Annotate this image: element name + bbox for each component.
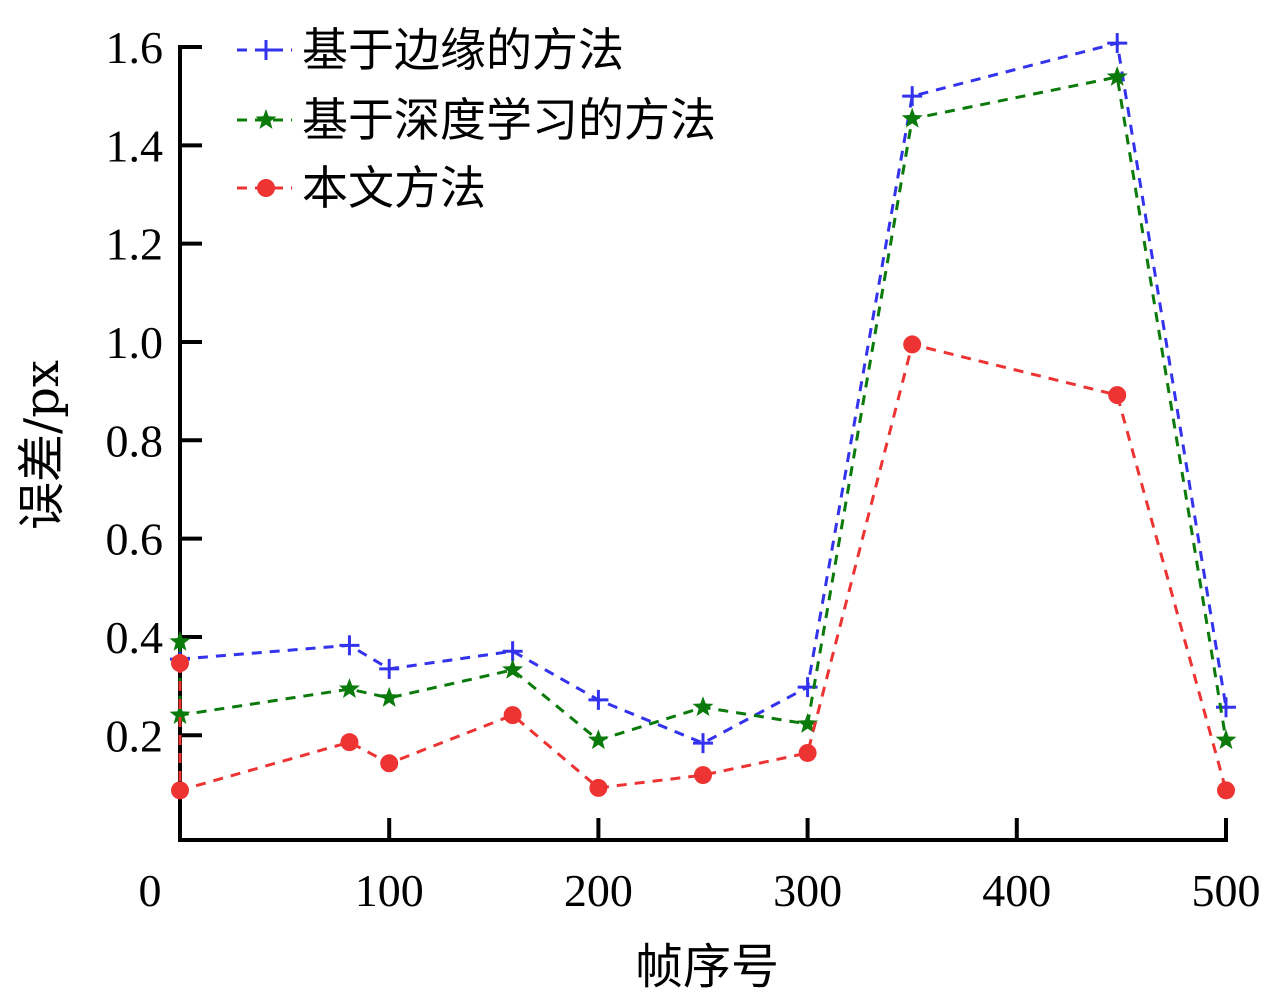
legend-entry: 基于边缘的方法 (237, 23, 624, 77)
series-3 (171, 335, 1235, 800)
data-point-star (587, 729, 609, 750)
y-tick-label: 1.0 (106, 317, 164, 368)
x-tick-label: 0 (139, 865, 162, 916)
y-tick-label: 0.2 (106, 710, 164, 761)
series-2 (169, 65, 1237, 750)
legend-label: 基于边缘的方法 (302, 23, 624, 77)
series-line (178, 342, 1228, 793)
data-point-plus (502, 641, 523, 662)
data-point-star (169, 704, 191, 725)
x-tick-label: 200 (564, 865, 633, 916)
data-point-circle (589, 778, 608, 797)
y-tick-label: 0.8 (106, 415, 164, 466)
data-point-circle (694, 766, 712, 785)
y-axis-label: 误差/px (14, 360, 70, 530)
y-tick-label: 0.4 (106, 612, 164, 663)
legend-marker-star (255, 109, 277, 129)
legend-entry: 本文方法 (237, 161, 486, 215)
legend-entry: 基于深度学习的方法 (237, 93, 716, 147)
data-point-plus (1216, 697, 1236, 718)
series-line (179, 41, 1228, 745)
legend-marker-circle (257, 179, 275, 197)
y-tick-label: 0.6 (106, 514, 164, 565)
data-point-star (692, 696, 714, 717)
series-1 (170, 33, 1236, 754)
series-layer (169, 33, 1237, 800)
data-point-circle (340, 733, 359, 752)
data-point-plus (693, 733, 713, 754)
data-point-star (1215, 729, 1237, 750)
x-axis-label: 帧序号 (635, 939, 779, 995)
data-point-circle (1108, 386, 1127, 405)
y-tick-label: 1.6 (106, 22, 164, 73)
data-point-circle (903, 335, 922, 354)
x-ticks: 0 100 200 300 400 500 (139, 818, 1261, 916)
data-point-circle (171, 781, 189, 800)
y-tick-label: 1.2 (106, 219, 164, 270)
data-point-star (1106, 65, 1128, 86)
data-point-plus (379, 658, 400, 679)
axes: 0.2 0.4 0.6 0.8 1.0 1.2 1.4 1.6 0 100 200 300 400 50… (106, 22, 1261, 916)
x-tick-label: 400 (982, 865, 1051, 916)
legend-label: 本文方法 (302, 161, 486, 215)
x-tick-label: 100 (355, 865, 424, 916)
data-point-star (502, 658, 524, 679)
y-ticks: 0.2 0.4 0.6 0.8 1.0 1.2 1.4 1.6 (106, 22, 202, 761)
data-point-star (169, 630, 191, 651)
x-tick-label: 500 (1192, 865, 1261, 916)
y-tick-label: 1.4 (106, 120, 164, 171)
data-point-circle (503, 706, 522, 725)
data-point-plus (339, 635, 360, 656)
data-point-plus (588, 689, 609, 710)
data-point-circle (380, 754, 399, 773)
legend-marker-plus (256, 40, 276, 60)
data-point-circle (798, 743, 817, 762)
data-point-plus (902, 86, 923, 107)
legend-label: 基于深度学习的方法 (302, 93, 716, 147)
data-point-circle (1217, 781, 1235, 800)
data-point-plus (1107, 33, 1128, 54)
data-point-star (378, 686, 400, 707)
data-point-star (797, 712, 819, 733)
data-point-star (901, 107, 923, 128)
data-point-star (338, 678, 360, 698)
data-point-circle (171, 654, 189, 673)
x-tick-label: 300 (773, 865, 842, 916)
